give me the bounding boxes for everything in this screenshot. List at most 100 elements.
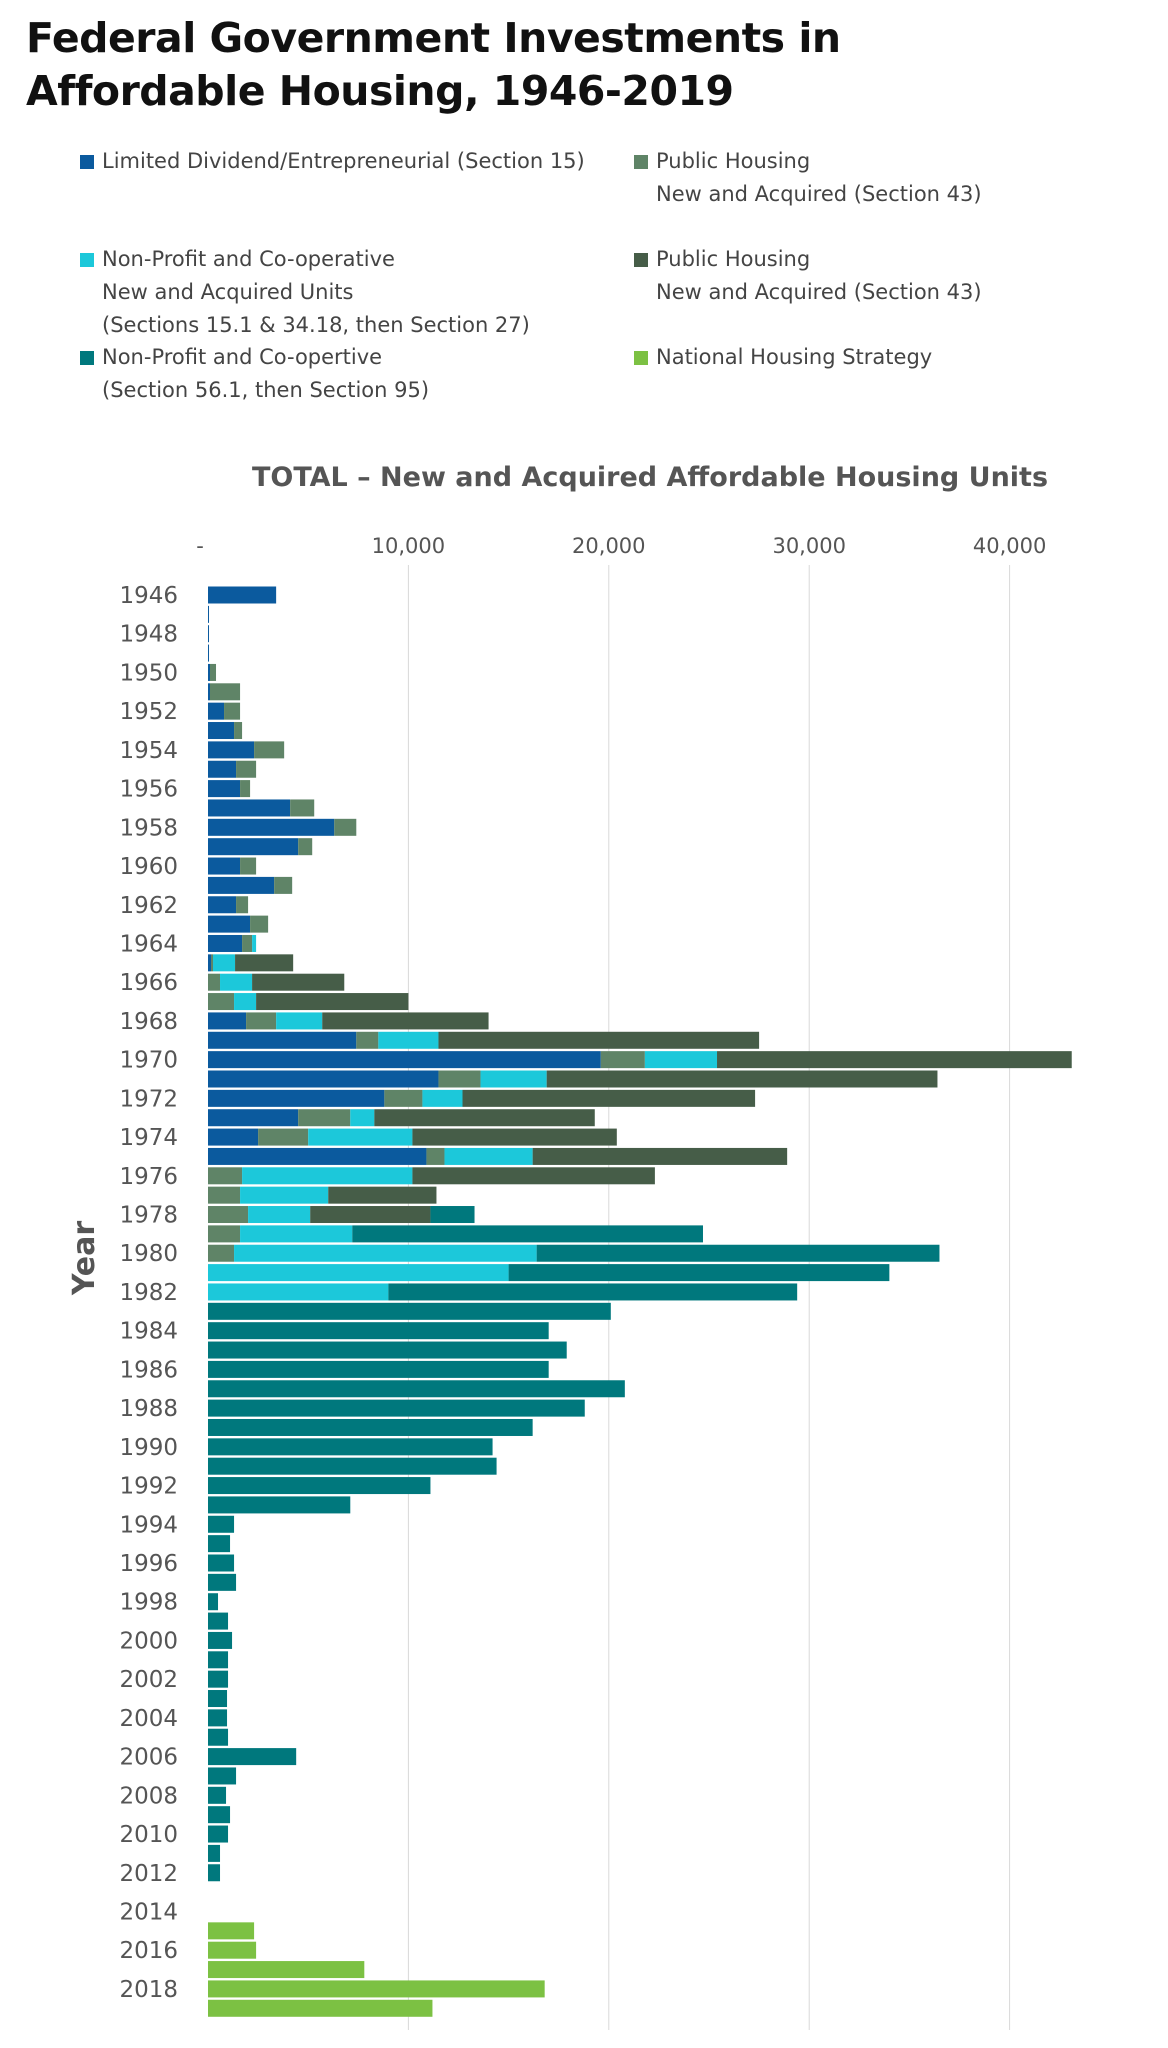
page-title-line2: Affordable Housing, 1946-2019: [26, 67, 734, 115]
page-title-line1: Federal Government Investments in: [26, 14, 841, 62]
bar-segment: [208, 1593, 219, 1611]
y-tick-label: 1998: [119, 1590, 178, 1616]
bar-segment: [258, 1128, 309, 1146]
bar-segment: [242, 934, 253, 952]
x-tick-label: 30,000: [772, 534, 845, 558]
bar-segment: [426, 1147, 445, 1165]
bar-segment: [208, 1147, 427, 1165]
bar-segment: [208, 1651, 229, 1669]
y-tick-label: 1980: [119, 1241, 178, 1267]
y-tick-label: 1972: [119, 1086, 178, 1112]
bar-segment: [234, 993, 257, 1011]
bar-segment: [208, 1264, 509, 1282]
bar-segment: [208, 838, 299, 856]
bar-segment: [422, 1089, 463, 1107]
bar-segment: [208, 1767, 237, 1785]
bar-segment: [208, 1186, 241, 1204]
x-tick-label: 10,000: [372, 534, 445, 558]
y-tick-label: 2004: [119, 1706, 178, 1732]
bar-segment: [252, 973, 345, 991]
bar-segment: [208, 1418, 533, 1436]
bar-segment: [438, 1070, 481, 1088]
bar-segment: [254, 741, 285, 759]
y-tick-label: 1958: [119, 815, 178, 841]
legend-swatch: [80, 253, 94, 267]
bar-segment: [412, 1128, 617, 1146]
bar-segment: [208, 857, 241, 875]
y-tick-label: 1994: [119, 1512, 178, 1538]
bar-segment: [208, 1612, 229, 1630]
bar-segment: [208, 1690, 228, 1708]
bar-segment: [208, 741, 255, 759]
y-tick-label: 1954: [119, 738, 178, 764]
bar-segment: [208, 1070, 439, 1088]
bar-segment: [208, 1225, 241, 1243]
bar-segment: [298, 1109, 351, 1127]
bar-segment: [208, 954, 212, 972]
bar-segment: [208, 1380, 625, 1398]
bar-segment: [208, 876, 275, 894]
y-tick-label: 1996: [119, 1551, 178, 1577]
y-tick-label: 2006: [119, 1745, 178, 1771]
y-axis-ticks: 1946 1948 1950 1952 1954 1956 1958 1960 1962 1964…: [119, 583, 178, 2003]
legend-swatch: [634, 351, 648, 365]
bar-segment: [246, 1012, 277, 1030]
legend-label: Limited Dividend/Entrepreneurial (Sectio…: [102, 149, 585, 173]
bar-segment: [208, 1341, 567, 1359]
y-tick-label: 2002: [119, 1667, 178, 1693]
bar-segment: [208, 1128, 259, 1146]
bar-segment: [717, 1051, 1072, 1069]
bar-segment: [242, 1167, 413, 1185]
bar-segment: [208, 1825, 229, 1843]
bar-segment: [208, 1554, 235, 1572]
bar-segment: [208, 1670, 229, 1688]
bar-segment: [208, 780, 241, 798]
bar-segment: [444, 1147, 533, 1165]
bar-segment: [213, 954, 236, 972]
bar-segment: [210, 683, 241, 701]
y-axis-label: Year: [67, 1221, 102, 1297]
bar-segment: [208, 1728, 229, 1746]
bar-segment: [208, 1457, 497, 1475]
bar-segment: [536, 1244, 940, 1262]
y-tick-label: 1950: [119, 660, 178, 686]
bar-segment: [236, 896, 249, 914]
bar-segment: [208, 1322, 549, 1340]
y-tick-label: 1966: [119, 970, 178, 996]
bar-segment: [208, 1748, 297, 1766]
bar-segment: [208, 1999, 433, 2017]
y-tick-label: 2018: [119, 1977, 178, 2003]
bar-segment: [208, 818, 335, 836]
bar-segment: [208, 1864, 221, 1882]
bar-segment: [208, 1535, 231, 1553]
bar-segment: [208, 934, 243, 952]
y-tick-label: 1992: [119, 1474, 178, 1500]
y-tick-label: 2008: [119, 1783, 178, 1809]
bar-segment: [240, 780, 251, 798]
bar-segment: [208, 799, 291, 817]
y-tick-label: 2016: [119, 1938, 178, 1964]
bar-segment: [208, 644, 210, 662]
y-tick-label: 2014: [119, 1899, 178, 1925]
bar-segment: [308, 1128, 413, 1146]
x-axis-ticks: - 10,000 20,000 30,000 40,000: [196, 534, 1046, 558]
bar-segment: [644, 1051, 718, 1069]
bar-segment: [240, 1186, 329, 1204]
bar-segment: [352, 1225, 703, 1243]
y-tick-label: 1984: [119, 1319, 178, 1345]
bar-segment: [252, 934, 257, 952]
bar-segment: [208, 1012, 247, 1030]
bar-segment: [310, 1206, 431, 1224]
bar-segment: [208, 663, 211, 681]
legend-label: Public Housing New and Acquired (Section…: [656, 149, 982, 206]
bar-segment: [208, 1051, 601, 1069]
bar-segment: [208, 1961, 365, 1979]
bar-segment: [208, 1980, 545, 1998]
bar-segment: [208, 586, 277, 604]
y-tick-label: 1976: [119, 1164, 178, 1190]
y-tick-label: 1962: [119, 893, 178, 919]
bar-segment: [480, 1070, 547, 1088]
y-tick-label: 1956: [119, 777, 178, 803]
bar-segment: [248, 1206, 311, 1224]
